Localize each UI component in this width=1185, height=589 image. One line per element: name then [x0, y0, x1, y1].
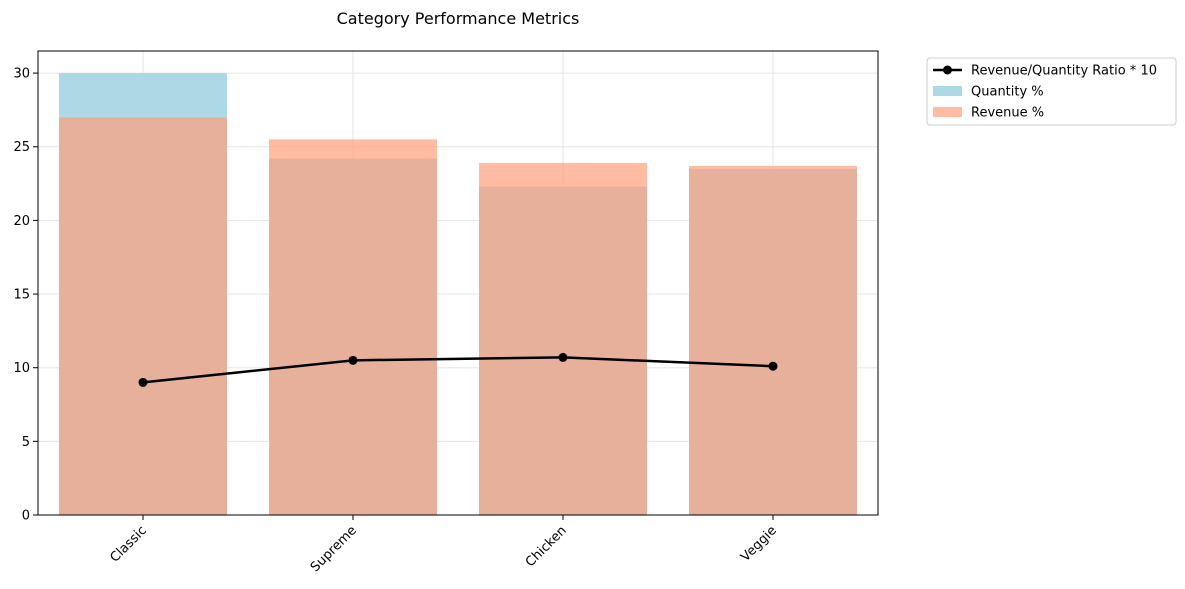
y-axis: 0 5 10 15 20 25 30 — [13, 67, 38, 524]
x-tick-label: Chicken — [523, 523, 570, 570]
ratio-line — [138, 352, 778, 387]
legend-ratio-label: Revenue/Quantity Ratio * 10 — [971, 64, 1157, 79]
x-tick-label: Classic — [107, 523, 149, 565]
x-axis: Classic Supreme Chicken Veggie — [107, 515, 780, 575]
legend-quantity-swatch — [933, 86, 962, 96]
y-tick-label: 30 — [13, 67, 30, 82]
legend: Revenue/Quantity Ratio * 10 Quantity % Rev… — [926, 57, 1177, 126]
legend-ratio-marker — [943, 65, 952, 75]
y-tick-label: 0 — [22, 509, 30, 524]
x-tick-label: Veggie — [738, 523, 780, 565]
y-tick-label: 10 — [13, 361, 30, 376]
legend-revenue-swatch — [933, 107, 962, 117]
bar-revenue — [689, 165, 857, 515]
bars — [59, 73, 857, 516]
ratio-point — [558, 352, 568, 362]
ratio-point — [768, 361, 778, 371]
bar-revenue — [59, 117, 227, 516]
legend-box — [926, 57, 1177, 126]
ratio-line-path — [142, 356, 774, 384]
x-tick-label: Supreme — [308, 523, 360, 575]
y-tick-label: 15 — [13, 288, 30, 303]
ratio-point — [348, 355, 358, 365]
legend-revenue-label: Revenue % — [971, 106, 1044, 121]
y-tick-label: 20 — [13, 214, 30, 229]
y-tick-label: 25 — [13, 140, 30, 155]
plot-frame — [37, 50, 879, 516]
ratio-point — [138, 377, 148, 387]
bar-revenue — [269, 139, 437, 515]
chart-title: Category Performance Metrics — [337, 9, 580, 28]
y-tick-label: 5 — [22, 435, 30, 450]
legend-quantity-label: Quantity % — [971, 85, 1044, 100]
bar-revenue — [479, 162, 647, 515]
